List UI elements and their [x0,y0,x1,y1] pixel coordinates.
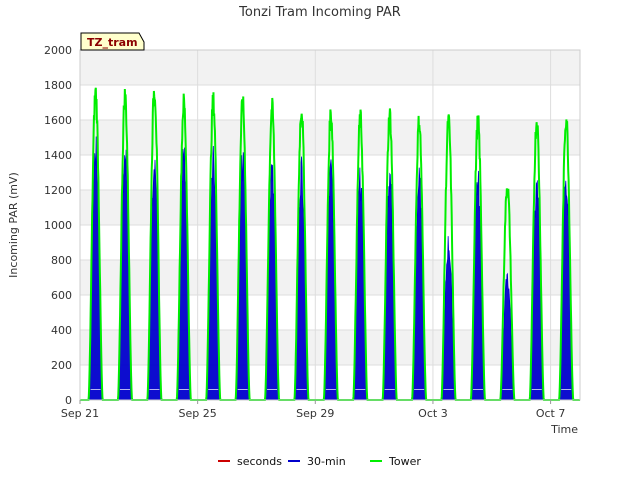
x-axis-label: Time [550,423,578,436]
y-tick-label: 1000 [44,219,72,232]
x-tick-label: Sep 21 [61,407,99,420]
y-tick-label: 1600 [44,114,72,127]
x-tick-labels: Sep 21 Sep 25 Sep 29 Oct 3 Oct 7 [61,400,565,420]
site-tag-box [80,32,145,51]
y-tick-label: 800 [51,254,72,267]
y-tick-label: 400 [51,324,72,337]
site-tag: TZ_tram [80,32,145,51]
legend-label-tower: Tower [388,455,421,468]
axes [79,49,581,401]
y-axis-label: Incoming PAR (mV) [7,172,20,278]
x-tick-label: Oct 7 [536,407,566,420]
y-tick-label: 0 [65,394,72,407]
y-tick-labels: 0 200 400 600 800 1000 1200 1400 1600 1800 2000 [44,44,72,407]
plot-frame [79,49,581,401]
x-tick-label: Oct 3 [418,407,448,420]
x-tick-label: Sep 25 [179,407,217,420]
y-tick-label: 200 [51,359,72,372]
legend-label-seconds: seconds [237,455,282,468]
x-tick-label: Sep 29 [296,407,334,420]
chart-title: Tonzi Tram Incoming PAR [238,5,401,20]
legend-label-30-min: 30-min [307,455,346,468]
grid-band [80,50,580,85]
y-tick-label: 1400 [44,149,72,162]
y-tick-label: 2000 [44,44,72,57]
y-tick-label: 600 [51,289,72,302]
site-tag-label: TZ_tram [87,36,138,49]
legend: seconds 30-min Tower [218,455,421,468]
y-tick-label: 1800 [44,79,72,92]
y-tick-label: 1200 [44,184,72,197]
